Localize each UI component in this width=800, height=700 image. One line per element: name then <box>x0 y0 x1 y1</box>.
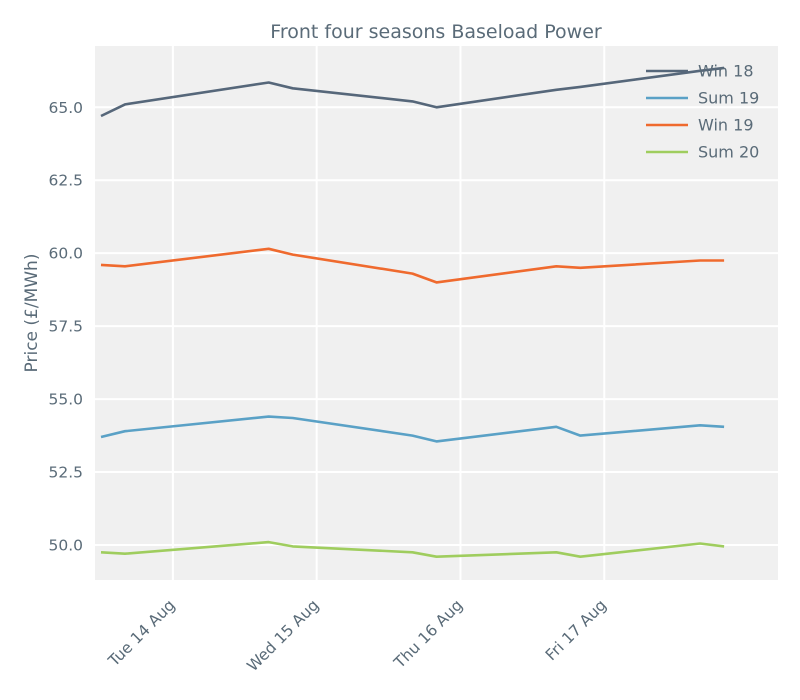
series-line-sum-20 <box>100 540 725 559</box>
x-axis-ticks: Tue 14 Aug Wed 15 Aug Thu 16 Aug Fri 17 Aug <box>104 596 610 675</box>
y-tick-label: 52.5 <box>48 464 83 482</box>
x-tick-label: Thu 16 Aug <box>390 596 466 672</box>
legend: Win 18 Sum 19 Win 19 Sum 20 <box>646 62 759 162</box>
series-line-win-19 <box>100 247 725 284</box>
legend-label: Win 18 <box>698 62 754 81</box>
y-tick-label: 50.0 <box>48 536 83 554</box>
x-tick-label: Wed 15 Aug <box>244 596 323 675</box>
plot-area <box>95 46 778 580</box>
y-axis-ticks: 50.0 52.5 55.0 57.5 60.0 62.5 65.0 <box>48 99 83 555</box>
series-line-win-18 <box>100 66 725 118</box>
x-tick-label: Fri 17 Aug <box>542 596 610 664</box>
chart-title: Front four seasons Baseload Power <box>270 21 602 43</box>
y-tick-label: 62.5 <box>48 172 83 190</box>
series-line-sum-19 <box>100 415 725 443</box>
y-axis-label: Price (£/MWh) <box>22 254 42 373</box>
grid-lines <box>95 46 778 580</box>
legend-label: Sum 19 <box>698 89 759 108</box>
y-tick-label: 55.0 <box>48 391 83 409</box>
series-lines <box>100 66 725 559</box>
legend-label: Sum 20 <box>698 143 759 162</box>
legend-label: Win 19 <box>698 116 754 135</box>
y-tick-label: 65.0 <box>48 99 83 117</box>
y-tick-label: 60.0 <box>48 245 83 263</box>
y-tick-label: 57.5 <box>48 318 83 336</box>
x-tick-label: Tue 14 Aug <box>104 596 178 670</box>
